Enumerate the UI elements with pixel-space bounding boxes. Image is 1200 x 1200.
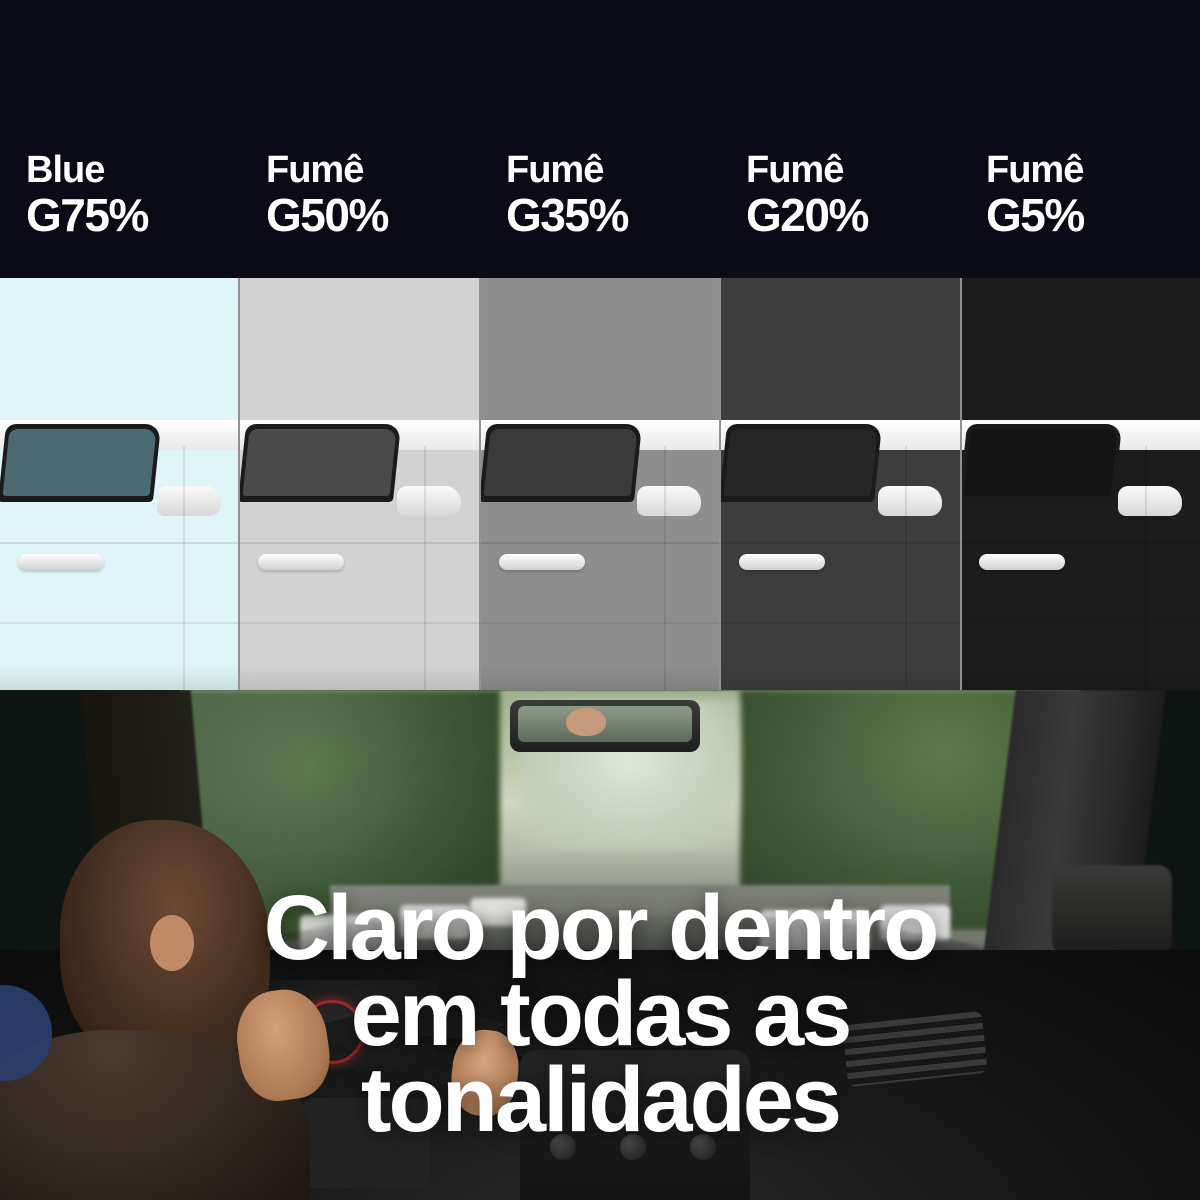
tint-strips-row	[0, 278, 1200, 690]
car-illustration	[240, 420, 479, 690]
car-illustration	[0, 420, 239, 690]
tint-label-fume-50: Fumê G50%	[240, 150, 480, 278]
car-crease-lower	[961, 622, 1200, 624]
car-illustration	[480, 420, 720, 690]
car-bottom-shadow	[480, 664, 720, 690]
car-bottom-shadow	[0, 664, 239, 690]
rearview-mirror	[510, 700, 700, 752]
tint-label-fume-5: Fumê G5%	[960, 150, 1200, 278]
tint-strip-fume-50	[240, 278, 481, 690]
car-door-gap	[904, 446, 907, 690]
car-illustration	[961, 420, 1200, 690]
car-side-mirror	[877, 486, 942, 516]
car-crease-lower	[721, 622, 960, 624]
car-door-handle	[979, 554, 1066, 570]
car-crease-upper	[0, 542, 239, 544]
tint-strip-fume-20	[721, 278, 962, 690]
console-knob	[620, 1134, 646, 1160]
car-window-glass	[723, 429, 878, 496]
top-dark-band	[0, 0, 1200, 278]
tint-brand-label: Fumê	[986, 149, 1084, 191]
car-door-handle	[738, 554, 825, 570]
tint-grade-label: G5%	[986, 189, 1085, 241]
tint-strip-fume-35	[480, 278, 722, 690]
tint-label-fume-20: Fumê G20%	[720, 150, 960, 278]
tint-grade-label: G35%	[506, 189, 629, 241]
car-crease-upper	[721, 542, 960, 544]
steering-wheel-hub	[300, 1098, 430, 1188]
car-window-glass	[963, 429, 1118, 496]
tint-grade-label: G20%	[746, 189, 869, 241]
car-door-gap	[183, 446, 186, 690]
tint-brand-label: Fumê	[746, 149, 844, 191]
car-window	[0, 424, 161, 502]
car-crease-upper	[961, 542, 1200, 544]
tint-brand-label: Fumê	[266, 149, 364, 191]
tint-grade-label: G75%	[26, 189, 149, 241]
car-side-mirror	[397, 486, 462, 516]
car-side-mirror	[156, 486, 221, 516]
car-crease-lower	[0, 622, 239, 624]
car-window	[240, 424, 402, 502]
exterior-mirror	[1052, 865, 1172, 955]
center-console	[520, 1050, 750, 1200]
driver-pov-photo	[0, 690, 1200, 1200]
car-door-gap	[1144, 446, 1147, 690]
car-window-glass	[483, 429, 637, 496]
tint-brand-label: Fumê	[506, 149, 604, 191]
tint-strip-blue-75	[0, 278, 241, 690]
car-crease-upper	[240, 542, 479, 544]
car-window-glass	[2, 429, 157, 496]
car-window-glass	[242, 429, 397, 496]
car-door-handle	[498, 554, 585, 570]
tint-label-fume-35: Fumê G35%	[480, 150, 720, 278]
tint-labels-row: Blue G75% Fumê G50% Fumê G35% Fumê G20% …	[0, 150, 1200, 278]
car-door-handle	[17, 554, 104, 570]
car-side-mirror	[1118, 486, 1183, 516]
car-window	[961, 424, 1123, 502]
car-crease-lower	[480, 622, 720, 624]
tint-label-blue-75: Blue G75%	[0, 150, 240, 278]
console-knob	[550, 1134, 576, 1160]
car-side-mirror	[637, 486, 702, 516]
car-crease-upper	[480, 542, 720, 544]
car-window	[480, 424, 642, 502]
car-door-gap	[423, 446, 426, 690]
driver-reflection	[566, 708, 606, 736]
car-bottom-shadow	[721, 664, 960, 690]
car-crease-lower	[240, 622, 479, 624]
car-window	[721, 424, 882, 502]
car-door-handle	[258, 554, 345, 570]
tint-strip-fume-5	[961, 278, 1200, 690]
car-bottom-shadow	[240, 664, 479, 690]
car-illustration	[721, 420, 960, 690]
driver-ear	[150, 915, 194, 971]
car-door-gap	[664, 446, 667, 690]
tint-grade-label: G50%	[266, 189, 389, 241]
tint-brand-label: Blue	[26, 149, 105, 191]
console-knob	[690, 1134, 716, 1160]
car-bottom-shadow	[961, 664, 1200, 690]
